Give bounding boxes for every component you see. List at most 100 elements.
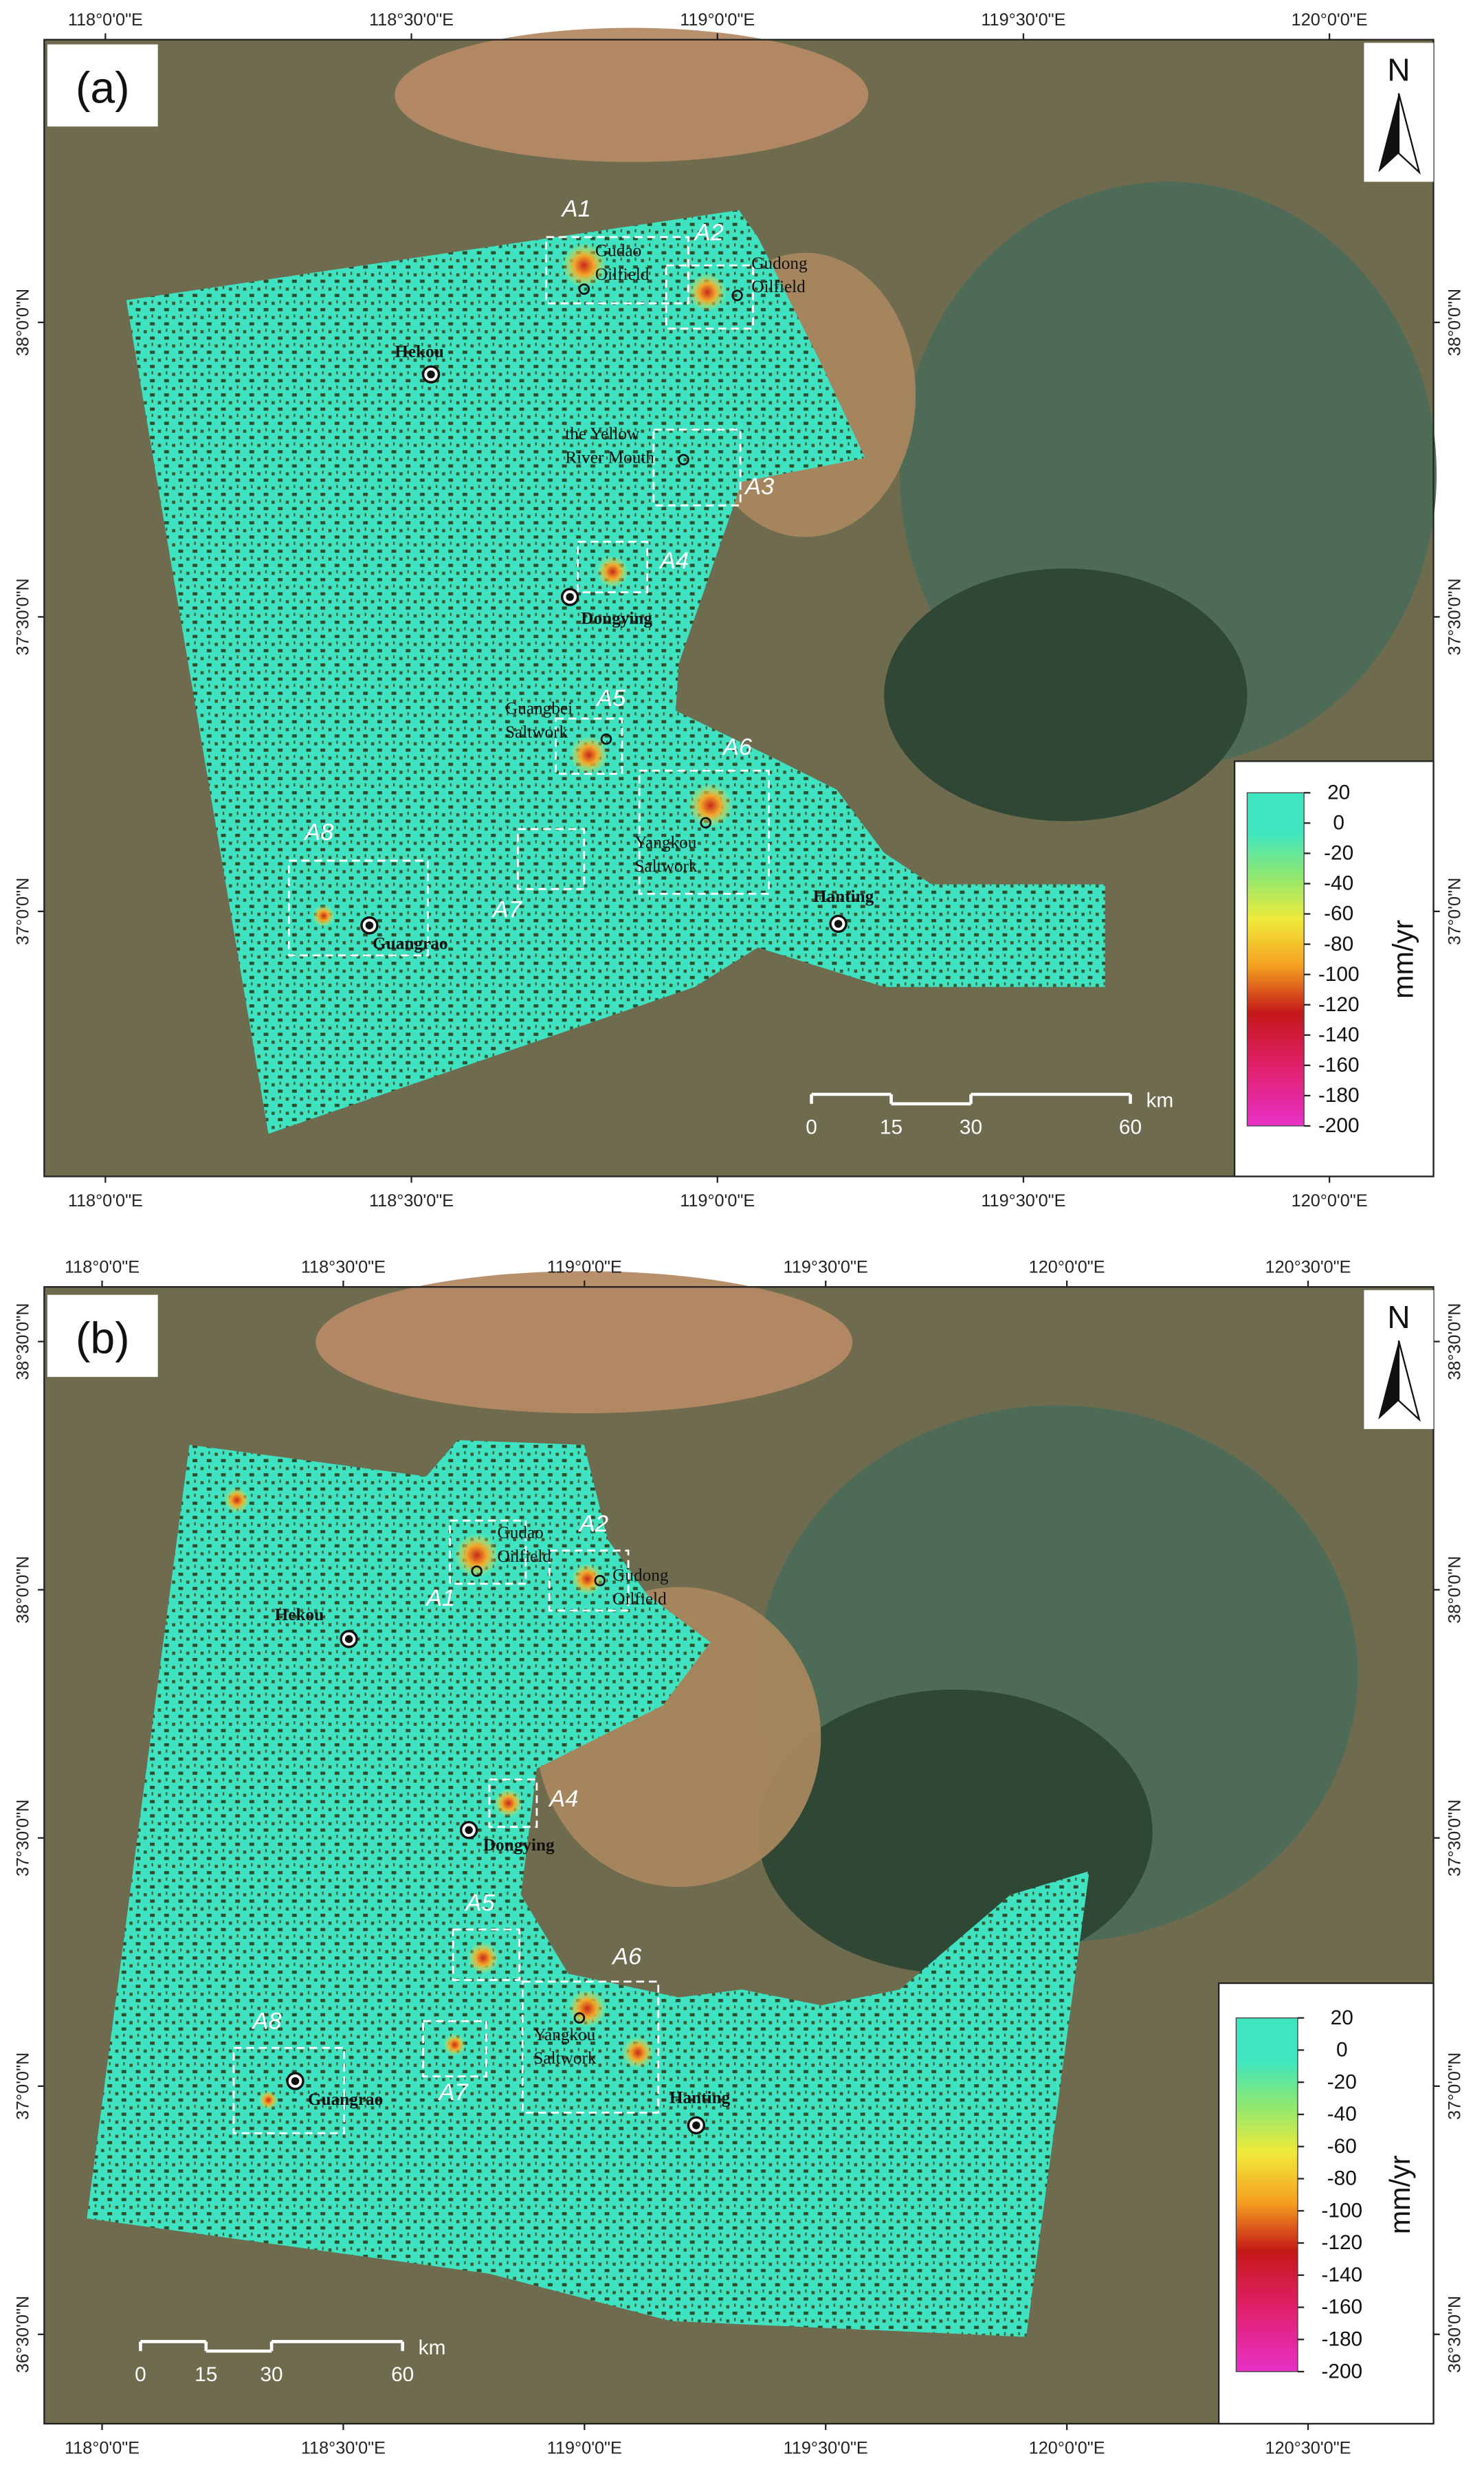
site-marker bbox=[731, 289, 743, 302]
lat-label-right: 38°0'0"N bbox=[1446, 289, 1465, 356]
city-marker-dot bbox=[365, 921, 374, 929]
scale-label: 30 bbox=[260, 2363, 283, 2386]
place-name: Oilfield bbox=[497, 1547, 551, 1566]
scale-unit: km bbox=[1146, 1089, 1173, 1112]
scale-label: 30 bbox=[960, 1116, 982, 1138]
area-box bbox=[232, 2046, 346, 2134]
subsidence-hotspot bbox=[454, 1533, 499, 1578]
lon-label-bottom: 120°30'0"E bbox=[1265, 2439, 1351, 2458]
lon-label-bottom: 119°30'0"E bbox=[981, 1191, 1065, 1211]
area-box bbox=[665, 264, 754, 330]
colorbar-tick-label: -140 bbox=[1321, 2264, 1362, 2286]
lon-label-bottom: 118°30'0"E bbox=[301, 2439, 386, 2458]
panel-label-box bbox=[47, 1294, 158, 1378]
area-box bbox=[555, 717, 623, 775]
area-label: A5 bbox=[465, 1890, 496, 1916]
colorbar-tick-label: -140 bbox=[1318, 1024, 1360, 1046]
subsidence-hotspot bbox=[224, 1487, 250, 1513]
place-name: the Yellow bbox=[565, 424, 640, 443]
area-label: A1 bbox=[425, 1585, 455, 1611]
lat-label-right: 37°30'0"N bbox=[1446, 578, 1465, 655]
subsidence-hotspot bbox=[621, 2037, 654, 2069]
area-label: A7 bbox=[438, 2079, 469, 2105]
subsidence-hotspot bbox=[443, 2033, 466, 2056]
site-marker bbox=[573, 2012, 586, 2024]
subsidence-hotspot bbox=[570, 736, 608, 774]
place-name: Gudong bbox=[751, 254, 808, 273]
colorbar-tick-label: -20 bbox=[1327, 2070, 1357, 2093]
scale-unit: km bbox=[419, 2336, 446, 2359]
place-name: Dongying bbox=[483, 1835, 555, 1855]
area-label: A8 bbox=[303, 819, 333, 845]
colorbar bbox=[1246, 792, 1305, 1127]
subsidence-hotspot bbox=[467, 1942, 499, 1974]
place-name: Hekou bbox=[275, 1605, 324, 1624]
lon-label-top: 118°0'0"E bbox=[68, 10, 143, 30]
colorbar-tick-label: -120 bbox=[1321, 2231, 1362, 2254]
colorbar-tick-label: 20 bbox=[1327, 781, 1350, 804]
area-box bbox=[287, 859, 429, 957]
subsidence-hotspot bbox=[597, 555, 629, 588]
scale-label: 15 bbox=[195, 2363, 217, 2386]
place-name: Gudao bbox=[497, 1523, 543, 1542]
subsidence-hotspot bbox=[688, 783, 733, 828]
colorbar-tick-label: 0 bbox=[1336, 2039, 1348, 2062]
area-label: A7 bbox=[491, 897, 523, 923]
place-name: Yangkou bbox=[533, 2025, 595, 2044]
area-box bbox=[545, 236, 689, 305]
place-name: Gudao bbox=[595, 241, 641, 260]
area-label: A3 bbox=[744, 474, 774, 500]
scale-label: 60 bbox=[1119, 1116, 1142, 1138]
lat-label-left: 38°30'0"N bbox=[13, 1303, 32, 1380]
colorbar-unit: mm/yr bbox=[1388, 920, 1419, 999]
area-box bbox=[577, 540, 649, 593]
subsidence-hotspot bbox=[571, 1563, 603, 1595]
city-marker-dot bbox=[344, 1635, 353, 1644]
place-name: Hekou bbox=[395, 342, 444, 361]
city-marker-dot bbox=[834, 920, 843, 928]
colorbar-tick-label: 20 bbox=[1331, 2007, 1353, 2029]
lat-label-right: 38°0'0"N bbox=[1446, 1556, 1465, 1624]
place-name: Gudong bbox=[612, 1565, 669, 1584]
subsidence-hotspot bbox=[562, 243, 606, 288]
lat-label-right: 37°0'0"N bbox=[1446, 2053, 1465, 2120]
colorbar-tick-label: -160 bbox=[1321, 2296, 1362, 2319]
colorbar-tick-label: 0 bbox=[1333, 812, 1344, 834]
area-label: A2 bbox=[694, 219, 724, 245]
colorbar-tick-label: -180 bbox=[1321, 2328, 1362, 2351]
city-marker-dot bbox=[427, 370, 435, 379]
city-marker-dot bbox=[465, 1826, 473, 1835]
lat-label-left: 36°30'0"N bbox=[13, 2296, 32, 2373]
place-name: Saltwork bbox=[634, 856, 698, 876]
city-marker-dot bbox=[566, 593, 574, 601]
lat-label-right: 37°30'0"N bbox=[1446, 1800, 1465, 1877]
lon-label-bottom: 118°0'0"E bbox=[68, 1191, 143, 1211]
lon-label-bottom: 119°30'0"E bbox=[784, 2439, 868, 2458]
lat-label-left: 37°30'0"N bbox=[13, 1800, 32, 1877]
site-marker bbox=[600, 733, 612, 745]
north-arrow-right bbox=[1397, 93, 1421, 175]
sea-area bbox=[395, 27, 869, 162]
subsidence-hotspot bbox=[494, 1789, 523, 1817]
place-name: Oilfield bbox=[612, 1589, 667, 1609]
lon-label-bottom: 120°0'0"E bbox=[1029, 2439, 1105, 2458]
area-box bbox=[449, 1519, 527, 1585]
place-name: Saltwork bbox=[533, 2048, 597, 2068]
place-name: Oilfield bbox=[751, 277, 806, 296]
map-frame bbox=[43, 1286, 1435, 2425]
map-panel: 118°0'0"E 118°0'0"E 118°30'0"E 118°30'0"E 11… bbox=[13, 10, 1464, 1211]
north-label: N bbox=[1387, 1299, 1410, 1335]
place-name: River Mouth bbox=[565, 447, 654, 467]
colorbar-unit: mm/yr bbox=[1384, 2155, 1416, 2234]
area-box bbox=[652, 428, 742, 507]
colorbar-tick-label: -40 bbox=[1324, 872, 1353, 895]
place-name: Oilfield bbox=[595, 265, 650, 284]
scale-label: 60 bbox=[391, 2363, 414, 2386]
site-marker bbox=[471, 1565, 483, 1577]
lat-label-right: 37°0'0"N bbox=[1446, 878, 1465, 945]
colorbar-tick-label: -100 bbox=[1321, 2199, 1362, 2222]
scale-label: 15 bbox=[880, 1116, 902, 1138]
lon-label-top: 119°30'0"E bbox=[981, 10, 1065, 30]
